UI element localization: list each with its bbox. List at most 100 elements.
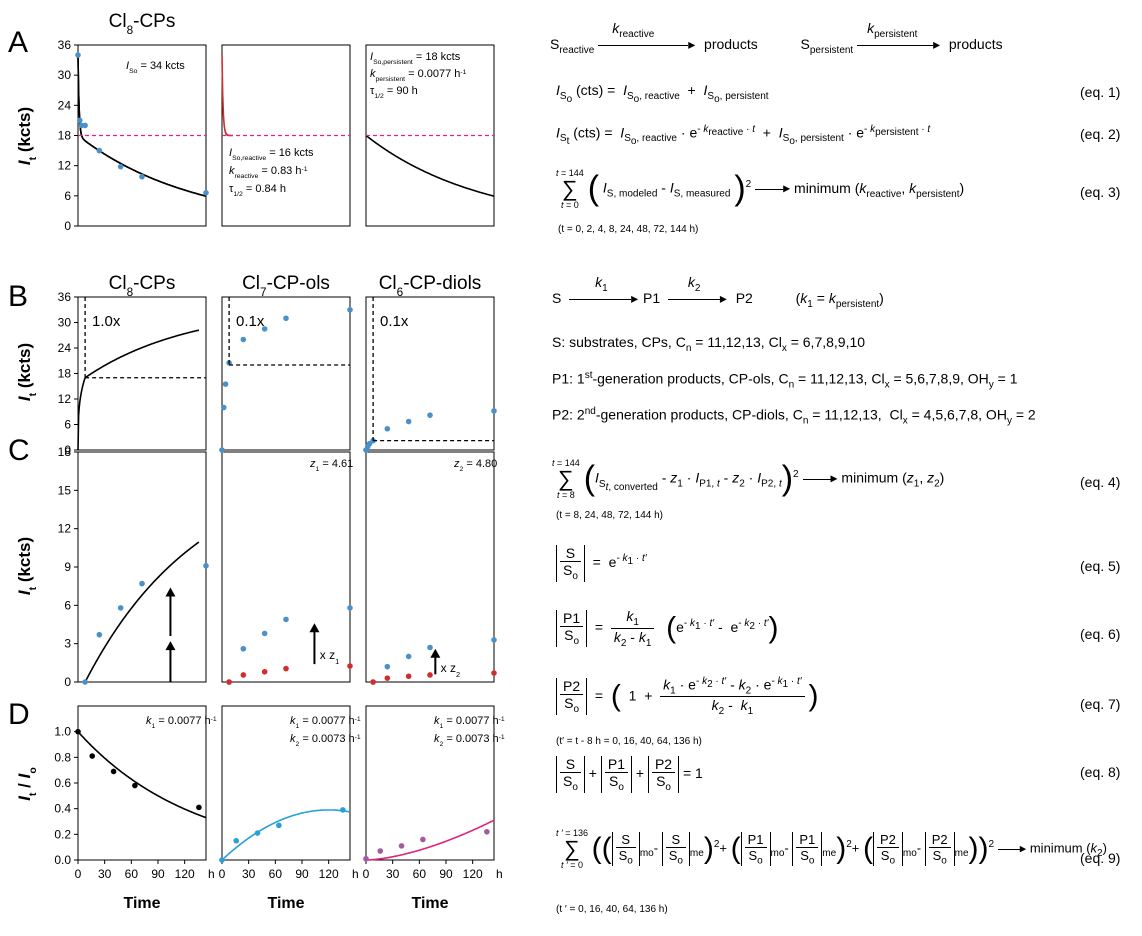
annotation-A1: kreactive = 0.83 h-1	[229, 165, 308, 180]
x-axis-label: Time	[411, 895, 448, 912]
data-point	[117, 605, 124, 611]
y-tick-label: 36	[58, 38, 72, 52]
plot-frame-D2	[365, 705, 495, 861]
line-substrates: S: substrates, CPs, Cn = 11,12,13, Clx =…	[552, 334, 866, 354]
x-tick-label: 90	[295, 867, 309, 881]
annotation-D1: k2 = 0.0073 h-1	[290, 733, 361, 748]
y-tick-label: 18	[58, 445, 72, 459]
cumulative-curve	[77, 329, 200, 451]
x-tick-label: 0	[219, 867, 226, 881]
x-axis-label: Time	[267, 895, 304, 912]
y-tick-label: 6	[64, 189, 71, 203]
eq-label-9: (eq. 9)	[1080, 850, 1121, 866]
model-P2-curve	[366, 819, 495, 861]
y-tick-label: 12	[58, 522, 72, 536]
x-tick-label: 120	[319, 867, 339, 881]
data-point	[82, 679, 88, 685]
data-point	[139, 173, 145, 180]
data-point	[203, 190, 209, 196]
data-point	[219, 857, 225, 863]
annotation-D0: k1 = 0.0077 h-1	[146, 715, 217, 730]
eq9-note: (t ′ = 0, 16, 40, 64, 136 h)	[556, 904, 668, 915]
data-point	[240, 336, 247, 343]
equation-4: t = 144 ∑ t = 8 (ISt, converted - z1 · IP1…	[552, 458, 945, 500]
scale-arrow-head	[430, 648, 441, 658]
data-point	[384, 425, 391, 432]
x-unit-label: h	[352, 867, 359, 881]
panel-letter-A: A	[8, 26, 28, 59]
eq7-note: (t′ = t - 8 h = 0, 16, 40, 64, 136 h)	[556, 736, 702, 747]
model-P1-curve	[221, 809, 351, 861]
data-point	[226, 679, 232, 685]
x-tick-label: 120	[175, 867, 195, 881]
data-point	[203, 562, 209, 569]
data-point	[405, 673, 412, 680]
data-point	[222, 381, 229, 387]
equation-9: t ′ = 136 ∑ t ′ = 0 ((S So mo- S So me)2+ (P1 S…	[556, 828, 1107, 870]
scale-label-B0: 1.0x	[92, 313, 121, 330]
data-point	[405, 418, 412, 425]
scheme-a: Sreactive kreactive ▸ products Spersiste…	[550, 20, 1003, 56]
data-point	[398, 843, 405, 849]
scheme-b: S k1 ▸ P1 k2 ▸ P2 (k1 = kpersistent)	[552, 274, 884, 310]
data-point	[220, 404, 227, 411]
eq-label-5: (eq. 5)	[1080, 558, 1121, 574]
y-tick-label: 0.2	[54, 827, 71, 841]
y-tick-label: 30	[58, 316, 72, 330]
eq3-note: (t = 0, 2, 4, 8, 24, 48, 72, 144 h)	[558, 224, 699, 235]
y-tick-label: 1.0	[54, 725, 71, 739]
eq-label-7: (eq. 7)	[1080, 696, 1121, 712]
annotation-D1: k1 = 0.0077 h-1	[290, 715, 361, 730]
data-point	[491, 670, 497, 676]
data-point	[240, 645, 247, 652]
annotation-D2: k1 = 0.0077 h-1	[434, 715, 505, 730]
y-tick-label: 0.6	[54, 776, 71, 790]
x-unit-label: h	[208, 867, 215, 881]
annotation-D2: k2 = 0.0073 h-1	[434, 733, 505, 748]
annotation-A2: kpersistent = 0.0077 h-1	[370, 68, 467, 83]
y-tick-label: 36	[58, 290, 72, 304]
y-tick-label: 6	[64, 598, 71, 612]
y-axis-label-B: It (kcts)	[15, 343, 39, 401]
data-point	[283, 665, 289, 672]
data-point	[427, 644, 433, 651]
data-point	[384, 675, 391, 681]
x-unit-label: h	[496, 867, 503, 881]
equation-1: ISo (cts) = ISo, reactive + ISo, persist…	[556, 82, 769, 105]
panel-letter-B: B	[8, 280, 28, 313]
eq4-note: (t = 8, 24, 48, 72, 144 h)	[556, 510, 664, 521]
data-point	[384, 663, 391, 670]
x-axis-label: Time	[123, 895, 160, 912]
data-point	[233, 837, 240, 844]
y-axis-label-D: It / Io	[15, 767, 39, 801]
eq-label-4: (eq. 4)	[1080, 474, 1121, 490]
scale-arrow-head	[165, 587, 176, 597]
y-tick-label: 12	[58, 392, 72, 406]
converted-curve	[84, 541, 200, 683]
data-point	[96, 147, 103, 154]
data-point	[491, 637, 497, 643]
data-point	[254, 830, 261, 836]
data-point	[196, 804, 202, 811]
panel-letter-C: C	[8, 434, 30, 467]
y-tick-label: 0.8	[54, 750, 71, 764]
eq-label-8: (eq. 8)	[1080, 764, 1121, 780]
plot-frame-D0	[77, 705, 207, 861]
y-tick-label: 0.4	[54, 802, 71, 816]
x-tick-label: 90	[439, 867, 453, 881]
data-point	[347, 306, 353, 313]
eq-label-6: (eq. 6)	[1080, 626, 1121, 642]
data-point	[340, 807, 346, 813]
y-tick-label: 0	[64, 443, 71, 457]
y-axis-label-C: It (kcts)	[15, 537, 39, 595]
y-tick-label: 9	[64, 560, 71, 574]
annotation-C2: z2 = 4.80	[453, 458, 497, 473]
plot-frame-C2	[365, 451, 495, 683]
data-point	[76, 117, 83, 124]
plot-frame-D1	[221, 705, 351, 861]
data-point	[96, 631, 103, 638]
x-tick-label: 60	[413, 867, 427, 881]
data-point	[117, 163, 124, 170]
annotation-A1: τ1/2 = 0.84 h	[229, 183, 286, 198]
y-tick-label: 0	[64, 219, 71, 233]
